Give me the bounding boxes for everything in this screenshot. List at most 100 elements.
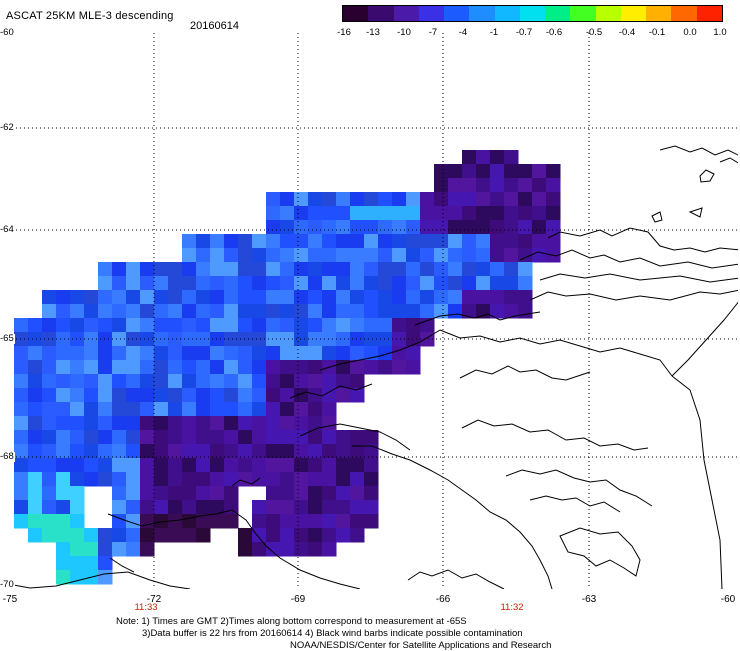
backscatter-cell [238,290,253,305]
color-bar-tick: -16 [337,27,351,38]
backscatter-cell [168,500,183,515]
backscatter-cell [238,234,253,249]
backscatter-cell [504,248,519,263]
backscatter-cell [224,332,239,347]
backscatter-cell [280,192,295,207]
backscatter-cell [448,234,463,249]
backscatter-cell [140,458,155,473]
backscatter-cell [224,276,239,291]
backscatter-cell [238,430,253,445]
backscatter-cell [322,206,337,221]
coastline-path [107,509,233,527]
backscatter-cell [168,402,183,417]
backscatter-cell [210,290,225,305]
backscatter-cell [154,304,169,319]
backscatter-cell [504,206,519,221]
backscatter-cell [266,332,281,347]
backscatter-cell [210,346,225,361]
backscatter-cell [238,332,253,347]
backscatter-cell [98,262,113,277]
backscatter-cell [252,346,267,361]
backscatter-cell [56,528,71,543]
backscatter-cell [154,402,169,417]
coastline-path [719,157,738,164]
backscatter-cell [42,472,57,487]
backscatter-cell [84,304,99,319]
backscatter-cell [196,318,211,333]
backscatter-cell [140,332,155,347]
coastline-path [231,477,261,487]
lat-label-70: -70 [0,579,15,590]
backscatter-cell [196,402,211,417]
backscatter-cell [336,290,351,305]
backscatter-cell [308,346,323,361]
backscatter-cell [126,402,141,417]
backscatter-cell [42,402,57,417]
coastline-path [671,375,723,589]
backscatter-cell [294,472,309,487]
backscatter-cell [98,528,113,543]
backscatter-cell [14,472,29,487]
backscatter-cell [378,332,393,347]
backscatter-cell [504,192,519,207]
backscatter-cell [70,458,85,473]
backscatter-cell [28,402,43,417]
lat-lon-grid [8,33,738,589]
backscatter-cell [308,542,323,557]
backscatter-cell [252,472,267,487]
backscatter-cell [98,542,113,557]
lon-label-63: -63 [581,594,597,605]
backscatter-cell [168,276,183,291]
backscatter-cell [210,388,225,403]
color-bar-swatch [519,6,546,21]
backscatter-cell [56,416,71,431]
backscatter-cell [280,444,295,459]
coastline-path [8,571,191,589]
coastline-path [439,329,673,377]
backscatter-cell [112,486,127,501]
backscatter-cell [378,248,393,263]
backscatter-cell [266,346,281,361]
backscatter-cell [42,444,57,459]
backscatter-cell [266,388,281,403]
backscatter-cell [350,430,365,445]
backscatter-cell [378,192,393,207]
backscatter-cell [322,514,337,529]
time-label-1132: 11:32 [500,602,524,613]
backscatter-cell [56,444,71,459]
backscatter-cell [70,542,85,557]
lon-label-60: -60 [720,594,736,605]
backscatter-cell [238,528,253,543]
backscatter-cell [336,346,351,361]
backscatter-cell [98,388,113,403]
backscatter-cell [378,360,393,375]
backscatter-cell [294,248,309,263]
backscatter-cell [56,500,71,515]
backscatter-cell [294,500,309,515]
backscatter-cell [378,276,393,291]
backscatter-cell [210,248,225,263]
backscatter-cell [168,290,183,305]
backscatter-cell [308,304,323,319]
backscatter-cell [518,178,533,193]
backscatter-cell [126,542,141,557]
backscatter-cell [70,304,85,319]
backscatter-cell [182,262,197,277]
backscatter-cell [140,318,155,333]
color-bar-swatch [469,6,495,21]
backscatter-cell [392,192,407,207]
backscatter-cell [210,458,225,473]
backscatter-cell [112,388,127,403]
backscatter-cell [126,472,141,487]
backscatter-cell [14,318,29,333]
backscatter-cell [126,500,141,515]
backscatter-cell [154,444,169,459]
backscatter-cell [224,234,239,249]
backscatter-cell [350,374,365,389]
color-bar-swatch [343,6,369,21]
backscatter-cell [126,262,141,277]
backscatter-cell [252,360,267,375]
backscatter-cell [168,486,183,501]
coastline-path [459,365,591,381]
backscatter-cell [168,262,183,277]
